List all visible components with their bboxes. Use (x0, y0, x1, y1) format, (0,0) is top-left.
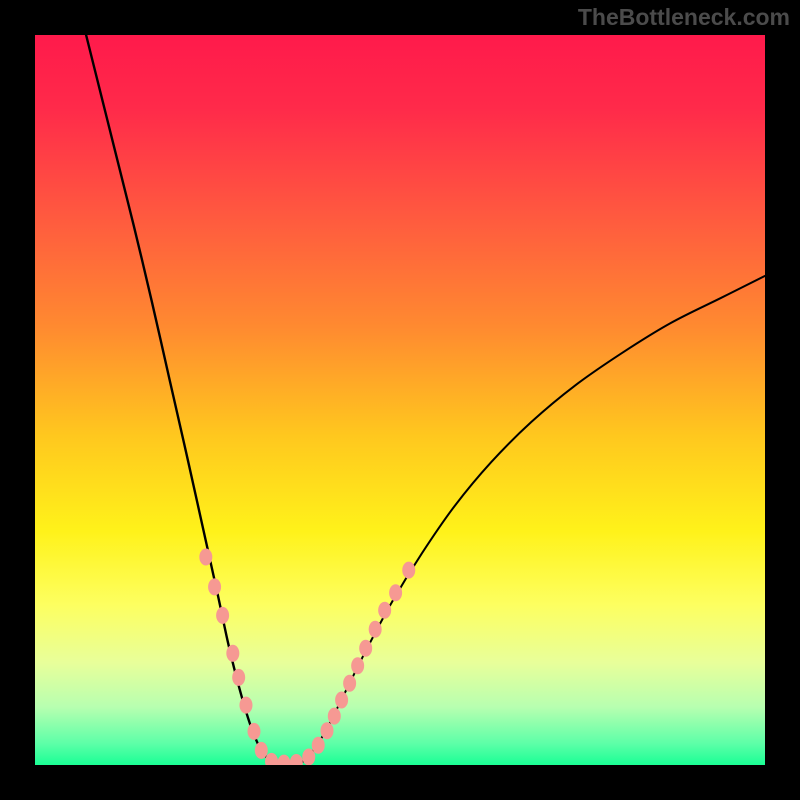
watermark-text: TheBottleneck.com (578, 4, 790, 31)
data-dot (359, 640, 372, 657)
curve-right (301, 276, 765, 763)
data-dot (199, 548, 212, 565)
chart-svg (35, 35, 765, 765)
plot-area (35, 35, 765, 765)
data-dot (378, 602, 391, 619)
data-dot (277, 755, 290, 765)
dots-left (199, 548, 267, 758)
dots-right (312, 562, 416, 754)
data-dot (335, 692, 348, 709)
data-dot (328, 708, 341, 725)
data-dot (351, 657, 364, 674)
data-dot (226, 645, 239, 662)
data-dot (343, 675, 356, 692)
curve-left (86, 35, 272, 763)
data-dot (389, 584, 402, 601)
data-dot (321, 722, 334, 739)
data-dot (290, 754, 303, 765)
data-dot (239, 697, 252, 714)
data-dot (265, 753, 278, 765)
data-dot (208, 578, 221, 595)
data-dot (216, 607, 229, 624)
data-dot (302, 748, 315, 765)
dots-bottom (265, 748, 315, 765)
data-dot (248, 723, 261, 740)
data-dot (232, 669, 245, 686)
data-dot (255, 742, 268, 759)
data-dot (369, 621, 382, 638)
data-dot (312, 737, 325, 754)
data-dot (402, 562, 415, 579)
